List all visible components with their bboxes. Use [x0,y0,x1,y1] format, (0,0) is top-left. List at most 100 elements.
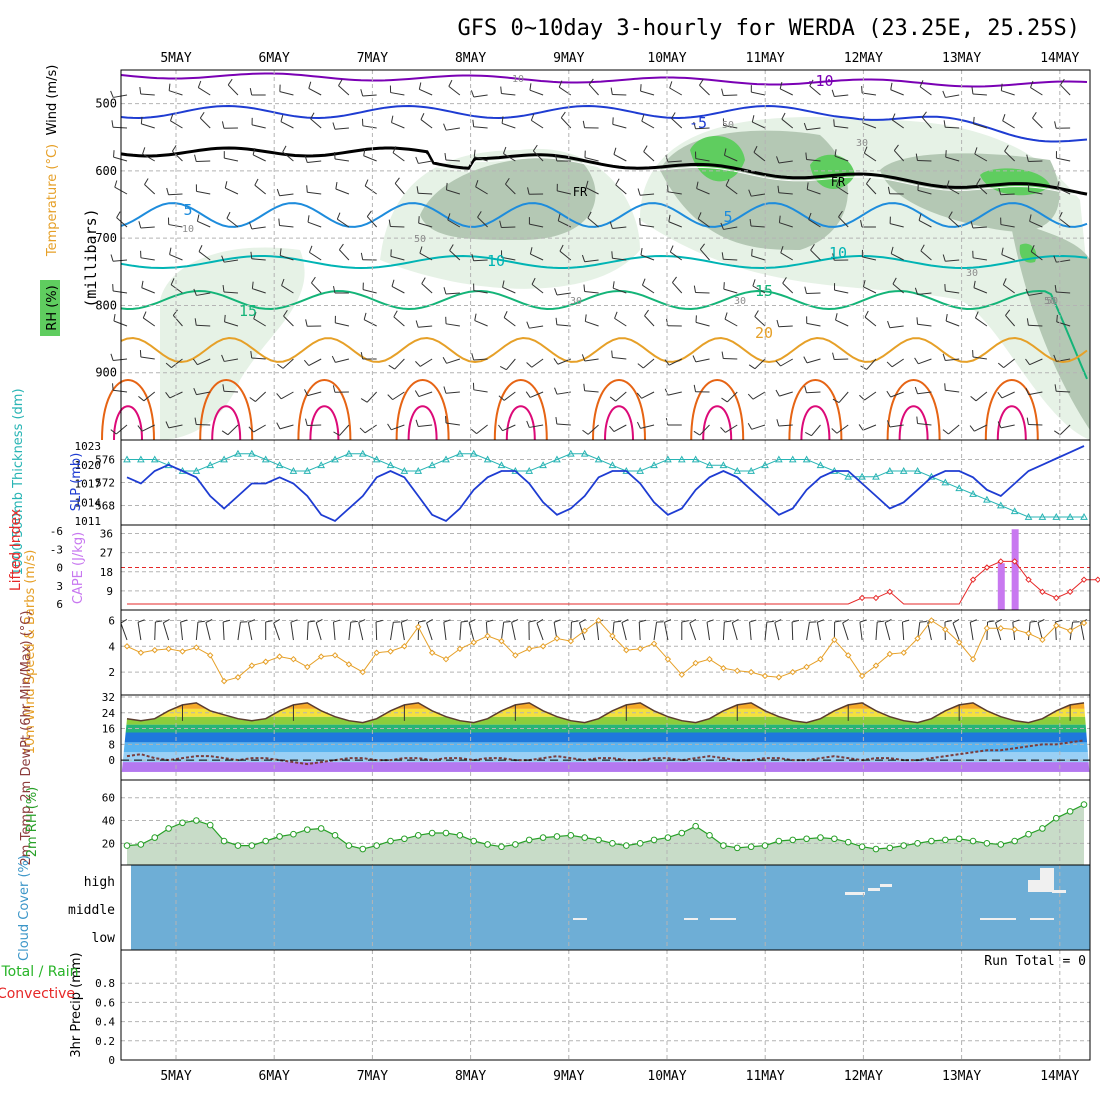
wind-barb [502,424,516,432]
surface-wind-barb-flag [1030,620,1038,623]
wind-barb-flag [196,214,200,222]
surface-wind-barb-flag [842,618,849,624]
wind-barb-flag [754,310,759,317]
thickness-point [996,501,1005,509]
thickness-point [719,461,728,469]
wind-barb [585,320,599,327]
wind-barb-flag [224,181,228,189]
wind-barb [1028,190,1043,195]
wind-barb [643,151,655,162]
wind-barb-flag [640,247,643,256]
thickness-point [594,455,603,463]
wind-barb [418,424,433,427]
wind-barb-flag [834,149,837,157]
wind-barb [751,424,766,430]
wind-barb-flag [418,216,420,224]
rh-contour-label: 30 [570,296,582,307]
wind-barb-flag [892,277,897,285]
wind-barb [392,391,405,401]
wind-barb-flag [477,211,482,218]
label-thickness: 1000-500mb Thickness (dm) [11,388,26,575]
thickness-point [664,455,672,463]
wind-speed-point [845,652,852,659]
wind-speed-point [428,649,436,656]
surface-wind-barb-flag [732,618,739,624]
wind-barb-flag [914,357,919,365]
wind-speed-point [955,639,963,646]
wind-speed-point [831,636,838,644]
surface-wind-barb [875,622,878,641]
wind-barb [699,424,710,436]
wind-speed-point [886,650,894,658]
wind-barb-flag [747,423,753,430]
thickness-point [372,455,381,463]
wind-barb-flag [720,427,726,433]
wind-barb [529,223,544,228]
wind-barb [418,160,433,164]
wind-barb-flag [664,359,670,366]
wind-barb-flag [810,243,815,251]
wind-speed-point [317,653,325,660]
wind-barb [727,391,738,403]
temp-contour-label: -5 [689,114,707,132]
wind-barb-flag [1025,288,1030,296]
wind-barb [973,257,987,261]
surface-wind-barb-flag [265,620,273,623]
wind-barb [920,250,932,261]
wind-barb-flag [1029,214,1032,222]
slp-tick: 1017 [75,478,102,491]
wind-barb [199,117,211,129]
wind-barb [473,290,488,294]
wind-barb [254,184,267,195]
precip-tick: 0.8 [95,977,115,990]
wind-barb-flag [1053,354,1057,362]
wind-barb [392,152,405,162]
wind-barb [279,91,294,96]
wind-barb [644,315,655,327]
wind-barb [445,422,460,426]
wind-barb [890,89,904,96]
temp-band [121,702,1090,709]
wind-barb-flag [776,419,780,427]
surface-wind-barb-flag [884,619,892,624]
surface-wind-barb-flag [689,618,697,624]
wind-barb [362,289,377,294]
surface-wind-barb-flag [749,619,757,623]
wind-barb [972,356,987,360]
rh-point [137,841,145,848]
wind-barb [918,358,932,365]
surface-wind-barb-flag [834,620,842,623]
rh-point [123,842,131,849]
wind-barb-flag [693,121,697,129]
thickness-point [788,455,797,463]
wind-barb-flag [144,178,149,185]
cloud-mid-patch [1030,918,1054,920]
wind-barb-flag [194,417,197,425]
wind-barb-flag [582,120,586,128]
precip-tick: 0.4 [95,1016,115,1029]
wind-barb [474,320,488,327]
wind-barb [223,291,238,294]
wind-barb-flag [887,186,891,194]
wind-barb [945,126,960,129]
wind-barb [1000,224,1015,228]
wind-barb-flag [532,144,538,152]
wind-barb [918,219,932,228]
surface-wind-barb [578,622,586,641]
cape-tick: 9 [106,585,113,598]
wind-barb-flag [863,146,868,154]
temp-contour-label: 15 [239,302,257,320]
surface-wind-barb [722,621,725,641]
wind-barb [335,188,350,195]
wind-barb-flag [170,114,174,121]
wind-barb [556,423,571,426]
wind-barb [835,319,849,327]
thickness-point [483,455,492,463]
wind-barb [391,424,405,431]
wind-barb [699,249,710,261]
wind-barb-flag [751,248,753,256]
wind-barb-flag [248,222,253,230]
temp-contour-label: 15 [755,282,773,300]
wind-barb [196,292,211,296]
wind-barb [529,325,544,329]
